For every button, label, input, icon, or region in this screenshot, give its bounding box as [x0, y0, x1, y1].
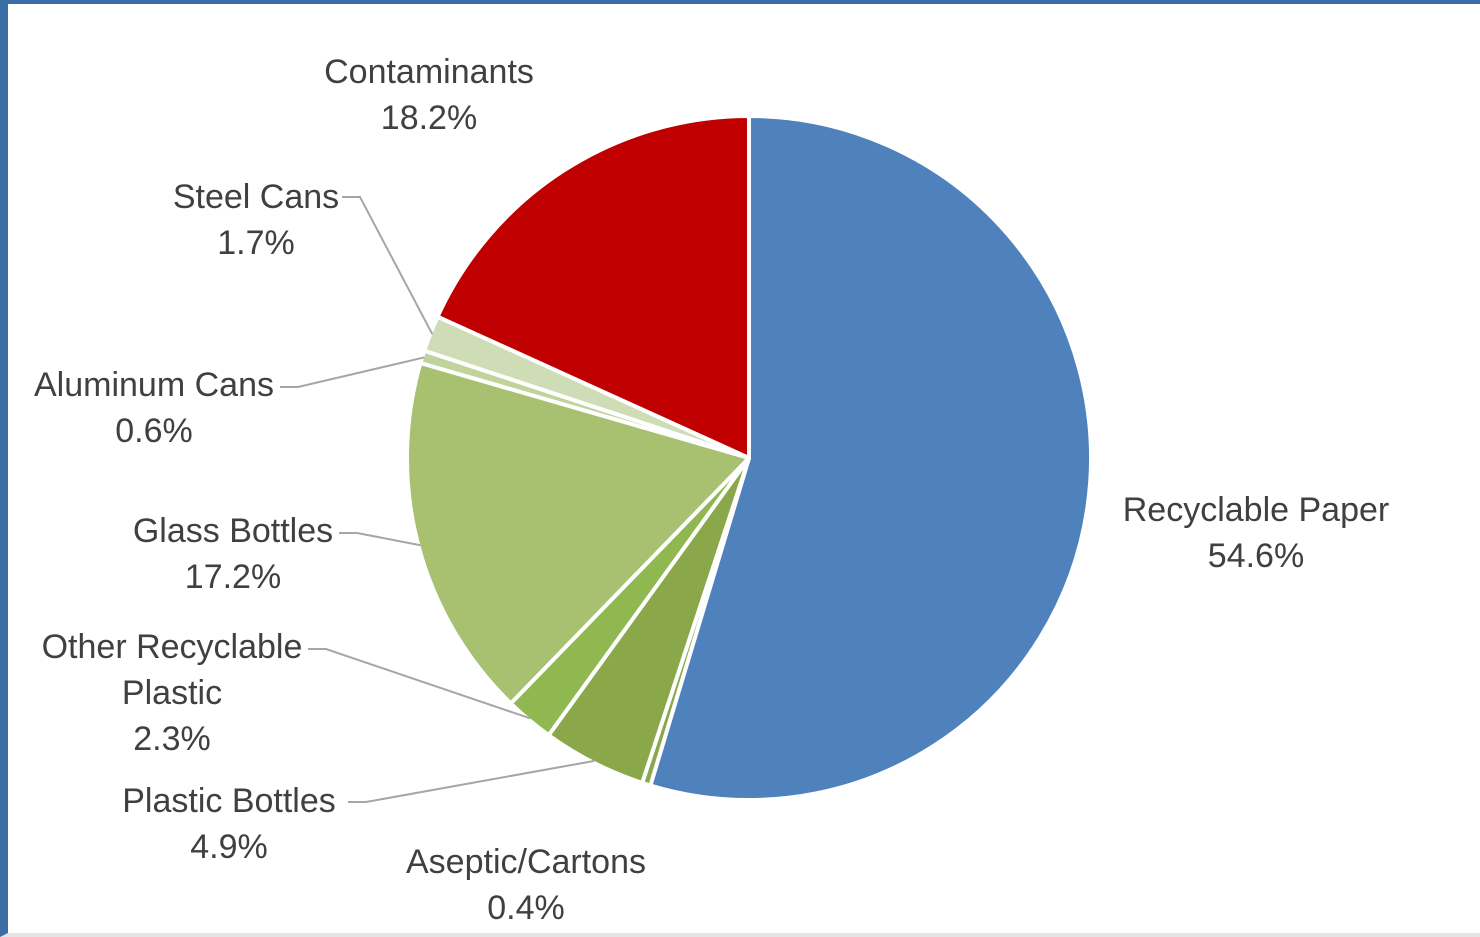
slice-label-recyclable-paper: Recyclable Paper 54.6% [1123, 491, 1389, 575]
slice-label-other-recyclable-plastic: Other Recyclable Plastic 2.3% [42, 628, 303, 758]
slice-label-plastic-bottles: Plastic Bottles 4.9% [122, 782, 336, 866]
slice-name: Aseptic/Cartons [406, 843, 646, 881]
slice-name: Plastic [122, 674, 222, 712]
slice-name: Glass Bottles [133, 512, 333, 550]
slice-name: Contaminants [324, 53, 534, 91]
pie-slice-contaminants [435, 114, 751, 460]
leader-line-glass-bottles [339, 532, 421, 547]
slice-percent: 4.9% [190, 828, 268, 866]
slice-name: Recyclable Paper [1123, 491, 1389, 529]
slice-percent: 18.2% [381, 99, 477, 137]
slice-name: Other Recyclable [42, 628, 303, 666]
leader-line-aluminum-cans [280, 356, 425, 388]
leader-line-plastic-bottles [348, 759, 595, 803]
slice-label-glass-bottles: Glass Bottles 17.2% [133, 512, 333, 596]
leader-line-steel-cans [342, 196, 434, 335]
slice-name: Aluminum Cans [34, 366, 274, 404]
slice-name: Plastic Bottles [122, 782, 336, 820]
slice-label-steel-cans: Steel Cans 1.7% [173, 178, 339, 262]
pie-slice-recyclable-paper [648, 114, 1093, 802]
leader-line-other-recyclable-plastic [308, 648, 531, 720]
slice-label-aseptic-cartons: Aseptic/Cartons 0.4% [406, 843, 646, 927]
slice-percent: 17.2% [185, 558, 281, 596]
slice-label-contaminants: Contaminants 18.2% [324, 53, 534, 137]
slice-percent: 1.7% [217, 224, 295, 262]
slice-percent: 2.3% [133, 720, 211, 758]
slice-percent: 0.4% [487, 889, 565, 927]
slice-label-aluminum-cans: Aluminum Cans 0.6% [34, 366, 274, 450]
slice-name: Steel Cans [173, 178, 339, 216]
slice-percent: 54.6% [1208, 537, 1304, 575]
slice-percent: 0.6% [115, 412, 193, 450]
